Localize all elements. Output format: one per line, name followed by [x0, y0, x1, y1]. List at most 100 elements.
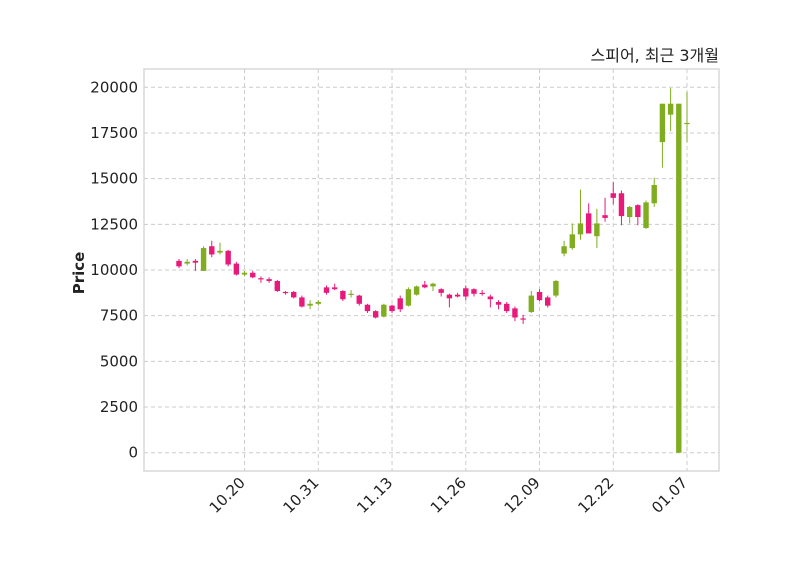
- candle: [241, 270, 248, 277]
- y-tick-label: 12500: [90, 215, 138, 233]
- x-tick-label: 10.20: [206, 474, 249, 517]
- candle: [553, 280, 559, 298]
- candle-body: [651, 185, 657, 204]
- candle-body: [495, 301, 502, 305]
- candle: [512, 306, 518, 322]
- candle: [397, 295, 403, 313]
- candle-body: [274, 280, 281, 292]
- candle-body: [209, 246, 215, 255]
- candle-body: [594, 223, 600, 237]
- candle: [323, 285, 330, 295]
- candle: [291, 291, 297, 299]
- candle: [618, 190, 625, 226]
- y-tick-label: 7500: [100, 307, 138, 325]
- candle: [299, 295, 305, 308]
- candle-body: [340, 291, 346, 300]
- candle-body: [479, 292, 485, 295]
- candle-body: [192, 260, 199, 263]
- candle: [176, 259, 182, 269]
- candle: [184, 259, 190, 266]
- candle: [282, 291, 289, 295]
- x-tick-label: 01.07: [648, 474, 691, 517]
- candle: [364, 303, 371, 313]
- candle-body: [233, 263, 240, 275]
- x-tick-label: 11.26: [427, 474, 470, 517]
- candle: [626, 206, 633, 224]
- candle-body: [331, 287, 338, 290]
- candle: [684, 91, 690, 143]
- candle: [307, 300, 313, 310]
- candle-body: [422, 284, 428, 288]
- y-tick-label: 5000: [100, 352, 138, 370]
- candle: [389, 304, 395, 313]
- candle: [635, 204, 641, 226]
- candle-body: [635, 205, 641, 218]
- candle: [225, 249, 231, 267]
- x-tick-label: 11.13: [353, 474, 396, 517]
- candle-body: [438, 289, 444, 293]
- y-tick-label: 0: [128, 444, 138, 462]
- candle: [643, 200, 649, 229]
- candle-body: [225, 250, 231, 265]
- candle-body: [446, 294, 453, 299]
- candle-body: [372, 311, 379, 318]
- candle: [209, 240, 215, 258]
- candle-body: [610, 193, 616, 198]
- y-tick-label: 20000: [90, 78, 138, 96]
- y-tick-label: 17500: [90, 124, 138, 142]
- candle: [200, 246, 207, 271]
- candle-body: [413, 286, 420, 295]
- candle: [471, 288, 477, 297]
- candle-body: [684, 122, 690, 125]
- candle-body: [454, 294, 461, 297]
- x-tick-label: 12.09: [501, 474, 544, 517]
- candle: [463, 285, 469, 301]
- candle-body: [553, 280, 559, 296]
- candle: [495, 300, 502, 310]
- candle: [520, 314, 526, 324]
- candle-body: [602, 215, 608, 218]
- candle-body: [282, 291, 289, 294]
- candle-body: [512, 308, 518, 318]
- candle-body: [348, 293, 354, 295]
- y-tick-label: 10000: [90, 261, 138, 279]
- candle-body: [200, 248, 207, 271]
- candle-body: [389, 305, 395, 312]
- candles: [176, 88, 690, 453]
- candle: [413, 285, 420, 296]
- candle: [545, 295, 551, 308]
- candle: [528, 291, 535, 313]
- candle-body: [397, 298, 403, 310]
- candle: [594, 208, 600, 249]
- candle-body: [258, 278, 264, 280]
- candle: [438, 288, 444, 297]
- candle-body: [217, 250, 223, 253]
- y-axis-label: Price: [70, 252, 88, 295]
- candle-body: [266, 279, 272, 281]
- candle: [651, 177, 657, 207]
- candle-body: [577, 223, 584, 235]
- candle: [266, 277, 272, 283]
- candle-body: [667, 103, 674, 115]
- candle: [536, 289, 543, 302]
- candle: [422, 280, 428, 289]
- candle: [676, 103, 682, 453]
- candle-body: [323, 287, 330, 293]
- candle-body: [405, 289, 412, 306]
- candle-body: [528, 295, 535, 313]
- candle-body: [676, 103, 682, 453]
- candle-body: [545, 297, 551, 306]
- x-axis-ticks: 10.20 10.31 11.13 11.26 12.09 12.22 01.07: [206, 474, 692, 517]
- candle: [274, 280, 281, 292]
- candle-body: [561, 246, 567, 254]
- candle: [569, 223, 575, 250]
- candle-body: [176, 260, 182, 267]
- candle-body: [250, 272, 256, 278]
- candle-body: [184, 261, 190, 264]
- candle-body: [463, 288, 469, 297]
- candle-body: [381, 304, 387, 317]
- candle: [487, 294, 494, 308]
- candle-body: [643, 202, 649, 228]
- y-tick-label: 15000: [90, 170, 138, 188]
